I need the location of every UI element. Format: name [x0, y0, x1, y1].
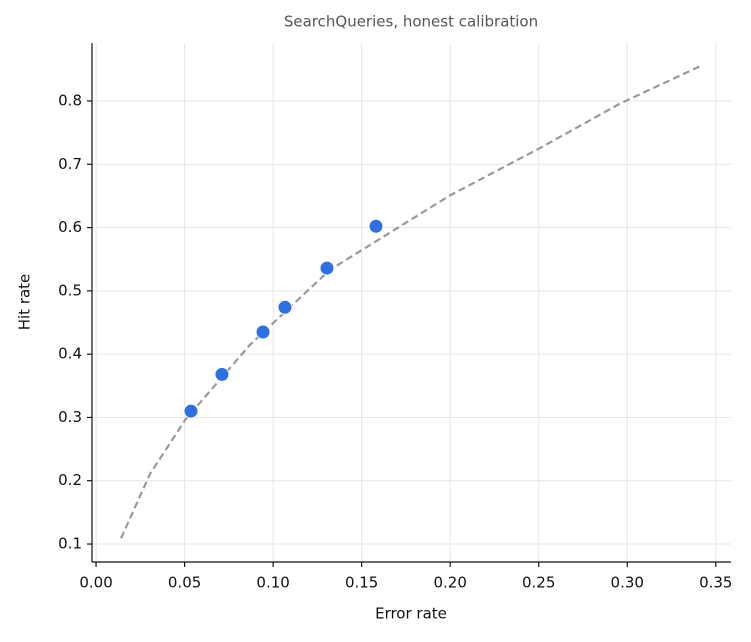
x-tick-label: 0.05 — [168, 574, 201, 592]
y-tick-label: 0.2 — [58, 471, 82, 489]
y-tick-label: 0.6 — [58, 218, 82, 236]
x-tick-label: 0.15 — [345, 574, 378, 592]
point — [277, 299, 293, 315]
x-axis-label: Error rate — [375, 605, 447, 623]
x-tick-label: 0.35 — [699, 574, 732, 592]
point — [255, 324, 271, 340]
y-tick-label: 0.8 — [58, 91, 82, 109]
x-tick-label: 0.20 — [433, 574, 466, 592]
x-tick-label: 0.30 — [611, 574, 644, 592]
x-tick-label: 0.10 — [256, 574, 289, 592]
chart-title: SearchQueries, honest calibration — [284, 13, 538, 31]
point — [319, 260, 335, 276]
fit-curve — [120, 64, 703, 539]
y-tick-label: 0.5 — [58, 281, 82, 299]
x-tick-label: 0.00 — [79, 574, 112, 592]
x-tick-label: 0.25 — [522, 574, 555, 592]
y-tick-label: 0.1 — [58, 535, 82, 553]
y-tick-label: 0.4 — [58, 345, 82, 363]
point — [183, 403, 199, 419]
point — [214, 366, 230, 382]
y-tick-label: 0.7 — [58, 155, 82, 173]
y-tick-label: 0.3 — [58, 408, 82, 426]
point — [368, 218, 384, 234]
y-axis-label: Hit rate — [16, 274, 34, 331]
